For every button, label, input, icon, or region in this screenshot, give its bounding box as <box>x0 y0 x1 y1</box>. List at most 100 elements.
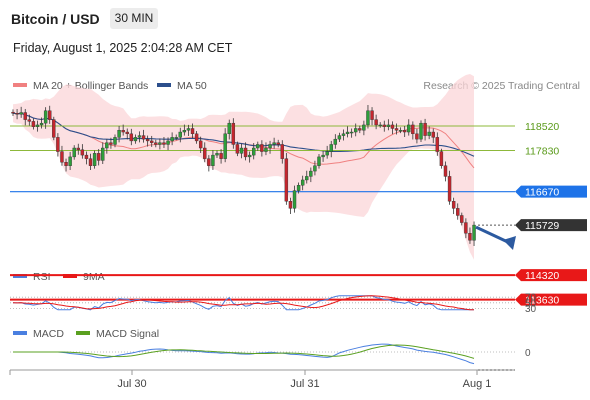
candle-body <box>125 131 129 135</box>
candle-body <box>284 158 289 202</box>
candle-body <box>215 153 219 156</box>
candle-body <box>313 165 317 172</box>
candle-body <box>211 154 215 166</box>
candle-body <box>43 110 48 124</box>
candle-body <box>333 138 338 145</box>
candle-body <box>72 147 76 158</box>
macd-swatch <box>13 331 27 336</box>
candle-body <box>60 151 64 163</box>
candle-body <box>407 124 411 133</box>
candle-body <box>178 131 182 138</box>
candle-body <box>280 144 284 159</box>
legend-ma50-label: MA 50 <box>177 80 207 92</box>
candle-body <box>337 135 342 140</box>
support-label-4: 114320 <box>525 270 559 282</box>
candle-body <box>345 131 350 135</box>
legend-rsi-label: RSI <box>33 271 51 283</box>
candle-body <box>431 131 435 138</box>
candle-body <box>252 147 256 156</box>
candle-body <box>31 121 36 127</box>
candle-body <box>235 144 240 154</box>
candle-body <box>19 112 23 115</box>
candle-body <box>325 151 329 156</box>
candle-body <box>11 111 15 114</box>
support-tag-4 <box>515 269 587 282</box>
support-tag-5 <box>515 293 587 306</box>
rsi-level-label-30: 30 <box>525 304 537 315</box>
candle-body <box>92 153 97 166</box>
candle-body <box>158 142 162 145</box>
candle-body <box>260 144 264 152</box>
legend-rsi-ma-label: 9MA <box>83 271 105 283</box>
candle-body <box>166 140 170 145</box>
candle-body <box>133 137 138 142</box>
candle-body <box>194 133 199 142</box>
resistance-label-0: 118520 <box>525 121 559 133</box>
candle-body <box>198 140 203 149</box>
forecast-arrow-head <box>503 236 516 250</box>
candle-body <box>354 128 358 133</box>
candle-body <box>174 137 178 139</box>
candle-body <box>439 151 444 166</box>
candle-body <box>411 124 415 135</box>
candle-body <box>362 124 366 131</box>
x-tick-label-0: Jul 30 <box>117 378 146 390</box>
candle-body <box>117 130 121 138</box>
pivot-label: 116670 <box>525 187 559 199</box>
candle-body <box>101 147 105 161</box>
last-price-tag <box>515 219 587 232</box>
candle-body <box>419 122 423 140</box>
candle-body <box>415 133 419 140</box>
candle-body <box>386 124 391 127</box>
candle-body <box>203 147 207 159</box>
ma50-swatch <box>157 83 171 88</box>
candle-body <box>150 140 154 143</box>
macd-line <box>13 343 475 365</box>
candle-body <box>447 176 452 202</box>
legend-ma50: MA 50 <box>157 80 207 92</box>
legend-macd-signal-label: MACD Signal <box>96 328 160 340</box>
candle-body <box>321 154 325 158</box>
candle-body <box>472 224 476 241</box>
candle-body <box>64 162 68 166</box>
candle-body <box>349 131 354 134</box>
timeframe-badge[interactable]: 30 MIN <box>110 8 158 29</box>
candle-body <box>68 156 72 166</box>
candle-body <box>186 128 191 131</box>
candle-body <box>309 170 313 177</box>
candle-body <box>145 138 150 142</box>
candle-body <box>276 142 280 145</box>
candle-body <box>182 130 187 133</box>
last-price-label: 115729 <box>525 220 559 232</box>
candle-body <box>247 154 252 158</box>
legend-rsi: RSI <box>13 271 51 283</box>
candle-body <box>268 144 272 149</box>
candle-body <box>162 142 166 145</box>
candle-body <box>113 137 117 145</box>
rsi-ma-swatch <box>63 274 77 279</box>
candle-body <box>358 128 362 131</box>
candle-body <box>109 142 113 145</box>
chart-header: Bitcoin / USD 30 MIN <box>0 0 590 38</box>
candle-body <box>170 137 174 142</box>
timestamp: Friday, August 1, 2025 2:04:28 AM CET <box>13 41 233 55</box>
candle-body <box>370 110 374 120</box>
bollinger-band <box>13 74 474 260</box>
candle-body <box>272 142 276 145</box>
candle-body <box>443 165 448 177</box>
legend-macd-signal: MACD Signal <box>76 328 159 340</box>
candle-body <box>88 158 93 166</box>
x-tick-label-1: Jul 31 <box>290 378 319 390</box>
candle-body <box>402 130 407 133</box>
candle-body <box>15 113 19 115</box>
candle-body <box>435 137 440 152</box>
candle-body <box>398 130 403 132</box>
legend-rsi-ma: 9MA <box>63 271 105 283</box>
candle-body <box>427 131 431 136</box>
candle-body <box>317 156 321 166</box>
rsi-swatch <box>13 274 27 279</box>
candle-body <box>39 122 44 126</box>
macd-zero-label: 0 <box>525 348 531 359</box>
candle-body <box>23 112 27 120</box>
